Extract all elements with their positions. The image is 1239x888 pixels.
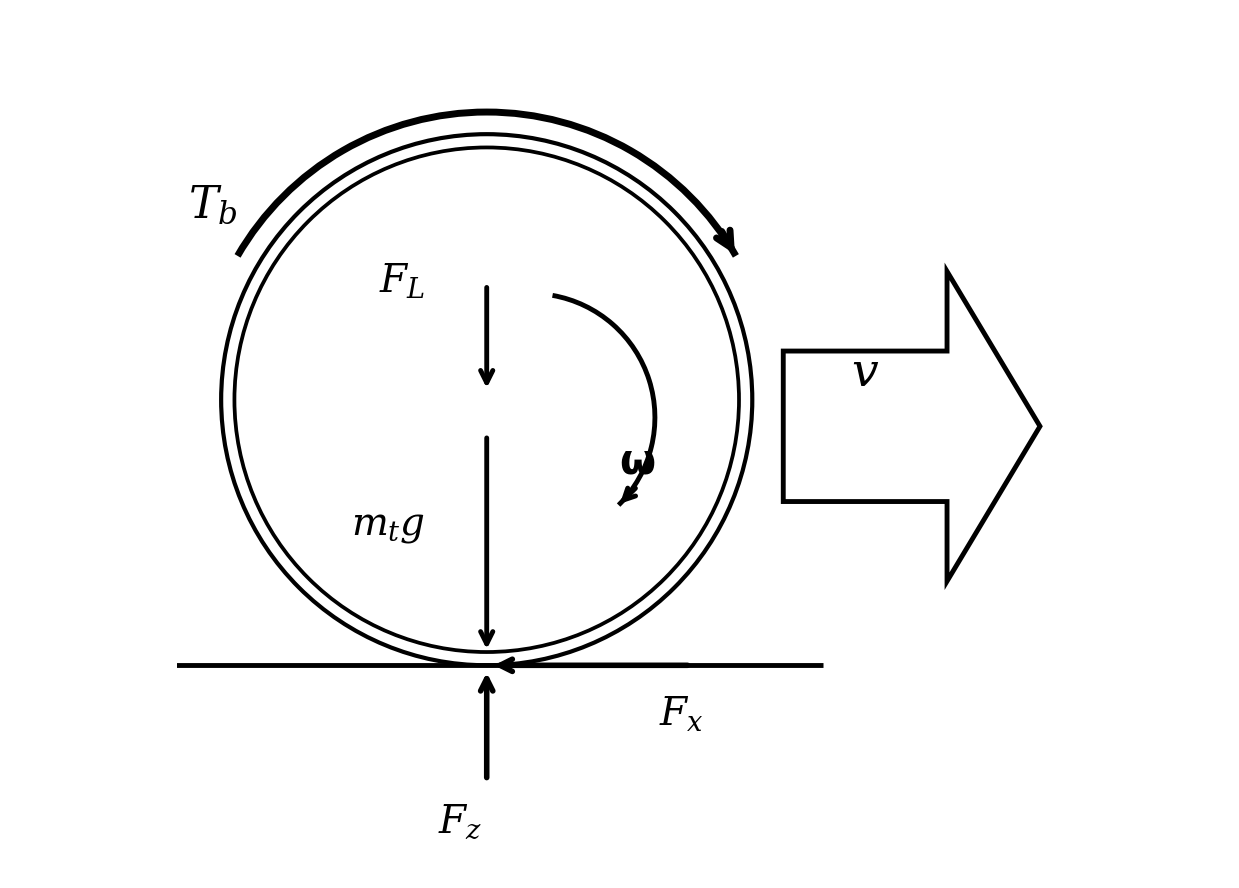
Text: $\mathbf{\omega}$: $\mathbf{\omega}$	[620, 440, 655, 483]
Text: $\mathit{T_b}$: $\mathit{T_b}$	[188, 184, 238, 227]
Text: $\mathit{v}$: $\mathit{v}$	[851, 351, 880, 396]
Text: $\mathit{m_t}g$: $\mathit{m_t}g$	[351, 507, 425, 545]
Text: $\mathit{F_x}$: $\mathit{F_x}$	[659, 694, 704, 733]
Text: $\mathit{F_z}$: $\mathit{F_z}$	[439, 803, 482, 841]
Text: $\mathit{F_L}$: $\mathit{F_L}$	[379, 261, 425, 300]
Polygon shape	[783, 272, 1040, 582]
